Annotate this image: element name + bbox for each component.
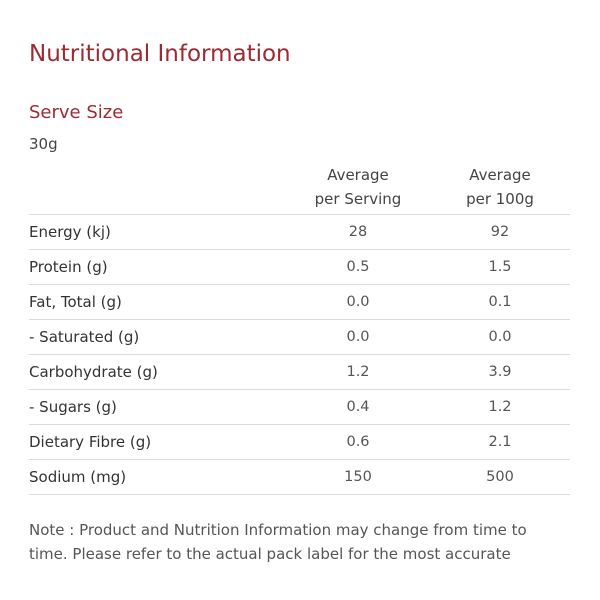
- per-serving-value: 0.0: [286, 284, 430, 320]
- page-title: Nutritional Information: [29, 41, 291, 67]
- per-100g-value: 0.1: [430, 284, 570, 320]
- per-serving-value: 0.0: [286, 319, 430, 355]
- table-row: Fat, Total (g) 0.0 0.1: [29, 284, 570, 320]
- table-row: Sodium (mg) 150 500: [29, 459, 570, 495]
- nutrient-name: Energy (kj): [29, 214, 286, 250]
- per-100g-value: 0.0: [430, 319, 570, 355]
- per-100g-value: 1.5: [430, 249, 570, 285]
- per-100g-value: 2.1: [430, 424, 570, 460]
- per-serving-value: 150: [286, 459, 430, 495]
- table-row: Protein (g) 0.5 1.5: [29, 249, 570, 285]
- per-100g-value: 500: [430, 459, 570, 495]
- note-line-2: time. Please refer to the actual pack la…: [29, 545, 511, 563]
- nutrient-name: Fat, Total (g): [29, 284, 286, 320]
- table-row: - Saturated (g) 0.0 0.0: [29, 319, 570, 355]
- per-100g-value: 92: [430, 214, 570, 250]
- nutrient-name: - Sugars (g): [29, 389, 286, 425]
- per-serving-value: 0.6: [286, 424, 430, 460]
- table-row: Carbohydrate (g) 1.2 3.9: [29, 354, 570, 390]
- header-row: Average per Serving Average per 100g: [29, 160, 570, 215]
- nutrient-name: Protein (g): [29, 249, 286, 285]
- disclaimer-note: Note : Product and Nutrition Information…: [29, 518, 574, 566]
- table-body: Energy (kj) 28 92 Protein (g) 0.5 1.5 Fa…: [29, 214, 570, 495]
- header-per-100g: Average per 100g: [430, 160, 570, 215]
- note-line-1: Note : Product and Nutrition Information…: [29, 521, 527, 539]
- header-per-serving: Average per Serving: [286, 160, 430, 215]
- table-row: Energy (kj) 28 92: [29, 214, 570, 250]
- table-row: - Sugars (g) 0.4 1.2: [29, 389, 570, 425]
- header-nutrient: [29, 160, 286, 215]
- per-serving-value: 0.4: [286, 389, 430, 425]
- nutrient-name: - Saturated (g): [29, 319, 286, 355]
- serve-size-value: 30g: [29, 135, 58, 153]
- table-row: Dietary Fibre (g) 0.6 2.1: [29, 424, 570, 460]
- nutrient-name: Dietary Fibre (g): [29, 424, 286, 460]
- per-serving-value: 0.5: [286, 249, 430, 285]
- nutrient-name: Sodium (mg): [29, 459, 286, 495]
- header-per-serving-line2: per Serving: [314, 190, 402, 208]
- nutrition-table: Average per Serving Average per 100g Ene…: [29, 160, 570, 495]
- header-per-100g-line1: Average: [469, 166, 531, 184]
- nutrient-name: Carbohydrate (g): [29, 354, 286, 390]
- header-per-serving-line1: Average: [327, 166, 389, 184]
- header-per-100g-line2: per 100g: [466, 190, 534, 208]
- per-serving-value: 28: [286, 214, 430, 250]
- table-header: Average per Serving Average per 100g: [29, 160, 570, 215]
- per-100g-value: 3.9: [430, 354, 570, 390]
- serve-size-heading: Serve Size: [29, 102, 124, 123]
- per-100g-value: 1.2: [430, 389, 570, 425]
- per-serving-value: 1.2: [286, 354, 430, 390]
